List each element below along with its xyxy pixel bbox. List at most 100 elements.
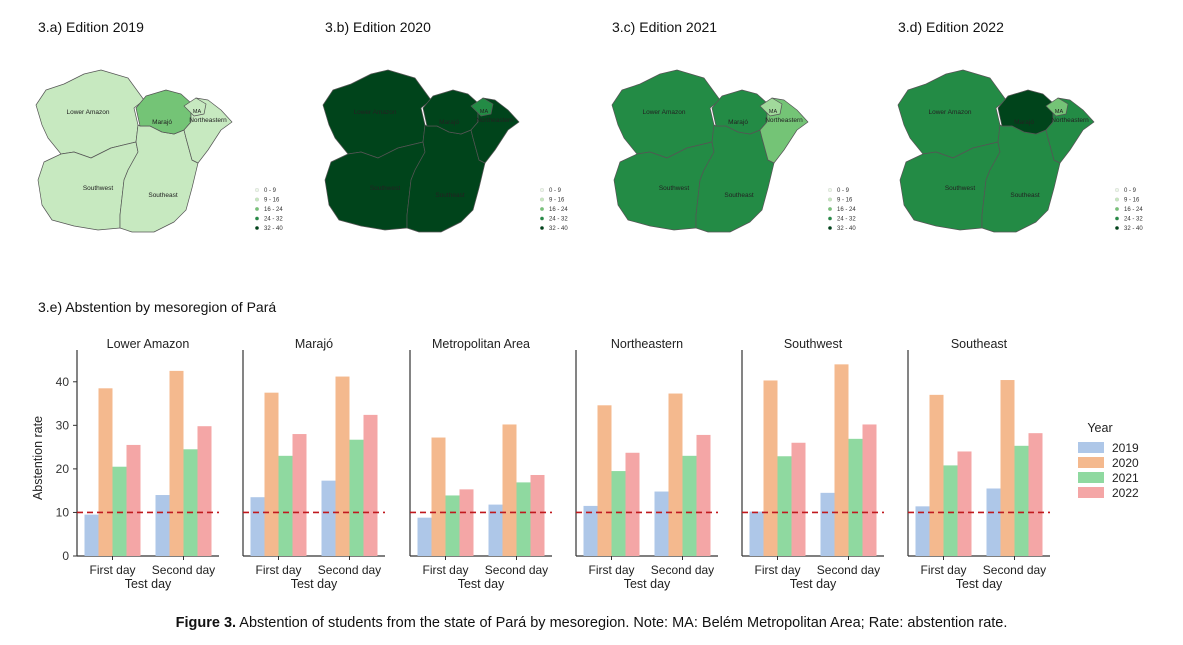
x-tick-label: First day [754, 563, 800, 577]
bar [445, 495, 460, 556]
region-label-lower-amazon: Lower Amazon [354, 109, 397, 116]
x-tick-label: First day [588, 563, 634, 577]
legend-label: 32 - 40 [264, 226, 283, 232]
y-tick-label: 0 [62, 549, 69, 563]
bar [292, 434, 307, 556]
bar [957, 451, 972, 556]
legend-swatch [255, 207, 259, 211]
bar [1000, 380, 1015, 556]
legend-label: 24 - 32 [837, 217, 856, 223]
region-label-marajo: Marajó [1014, 119, 1034, 126]
bar [834, 364, 849, 556]
x-axis-label: Test day [624, 577, 671, 591]
legend-swatch [1078, 487, 1104, 498]
bar [848, 438, 863, 556]
bar [155, 495, 170, 556]
bar [349, 439, 364, 556]
map-legend-2: 0 - 9 9 - 16 16 - 24 24 - 32 32 - 40 [540, 188, 568, 232]
map-legend-1: 0 - 9 9 - 16 16 - 24 24 - 32 32 - 40 [255, 188, 283, 232]
map-3: Lower Amazon Southwest Southeast Marajó Nort… [611, 69, 809, 233]
legend-label: 0 - 9 [264, 188, 277, 194]
legend-swatch [1115, 226, 1119, 230]
bar-section-title: 3.e) Abstention by mesoregion of Pará [38, 299, 277, 315]
region-label-southwest: Southwest [659, 185, 690, 192]
map-2: Lower Amazon Southwest Southeast Marajó Nort… [322, 69, 520, 233]
legend-swatch [255, 188, 259, 192]
legend-swatch [1078, 472, 1104, 483]
legend-swatch [540, 216, 544, 221]
legend-swatch [540, 188, 544, 192]
x-tick-label: First day [89, 563, 135, 577]
panel-title: Southwest [784, 337, 843, 351]
bar [682, 455, 697, 556]
x-axis-label: Test day [125, 577, 172, 591]
bar [763, 380, 778, 556]
region-label-southeast: Southeast [435, 192, 464, 199]
region-label-ma: MA [480, 109, 489, 115]
legend-label: 24 - 32 [264, 217, 283, 223]
map-1: Lower Amazon Southwest Southeast Marajó Nort… [35, 69, 233, 233]
region-label-southeast: Southeast [724, 192, 753, 199]
legend-label: 2022 [1112, 486, 1139, 500]
y-tick-label: 30 [56, 418, 70, 432]
bar [98, 388, 113, 556]
bar [278, 455, 293, 556]
legend-swatch [540, 226, 544, 230]
region-label-marajo: Marajó [439, 119, 459, 126]
legend-swatch [828, 207, 832, 211]
bar-charts: 0 10 20 30 40 Abstention rate Lower Amazon Firs… [31, 337, 1139, 591]
bar [530, 474, 545, 556]
bar [250, 497, 265, 556]
bar-panel-3: Metropolitan Area First day Second dayTest… [409, 337, 552, 591]
region-label-lower-amazon: Lower Amazon [67, 109, 110, 116]
x-tick-label: First day [422, 563, 468, 577]
legend-label: 16 - 24 [264, 207, 283, 213]
y-axis-label: Abstention rate [31, 416, 45, 500]
bar [183, 449, 198, 556]
bar [791, 442, 806, 556]
legend-swatch [1078, 457, 1104, 468]
legend-label: 32 - 40 [549, 226, 568, 232]
map-title-2022: 3.d) Edition 2022 [898, 19, 1004, 35]
bar [986, 488, 1001, 556]
legend-swatch [828, 226, 832, 230]
map-title-2021: 3.c) Edition 2021 [612, 19, 718, 35]
bar [502, 424, 517, 556]
x-tick-label: First day [920, 563, 966, 577]
region-label-northeastern: Northeastern [189, 117, 227, 124]
bar [597, 405, 612, 556]
region-ma [1045, 97, 1069, 117]
legend-label: 0 - 9 [837, 188, 850, 194]
legend-label: 0 - 9 [1124, 188, 1137, 194]
bar [654, 491, 669, 556]
legend-label: 2020 [1112, 456, 1139, 470]
legend-label: 9 - 16 [1124, 198, 1140, 204]
region-ma [183, 97, 207, 117]
region-label-ma: MA [193, 109, 202, 115]
region-label-ma: MA [1055, 109, 1064, 115]
legend-label: 16 - 24 [549, 207, 568, 213]
legend-swatch [540, 197, 544, 202]
x-tick-label: Second day [485, 563, 548, 577]
caption-text: Abstention of students from the state of… [236, 615, 1008, 631]
region-ma [470, 97, 494, 117]
legend-label: 2021 [1112, 471, 1139, 485]
bar [668, 393, 683, 556]
region-label-southwest: Southwest [370, 185, 401, 192]
panel-title: Northeastern [611, 337, 683, 351]
x-axis-label: Test day [291, 577, 338, 591]
bar [459, 489, 474, 556]
legend-swatch [1115, 188, 1119, 192]
y-tick-label: 10 [56, 505, 70, 519]
legend-swatch [828, 197, 832, 202]
x-axis-label: Test day [790, 577, 837, 591]
bar [625, 452, 640, 556]
legend-swatch [828, 188, 832, 192]
region-label-lower-amazon: Lower Amazon [643, 109, 686, 116]
legend-title: Year [1087, 421, 1112, 435]
bar [1014, 445, 1029, 556]
region-label-northeastern: Northeastern [1051, 117, 1089, 124]
